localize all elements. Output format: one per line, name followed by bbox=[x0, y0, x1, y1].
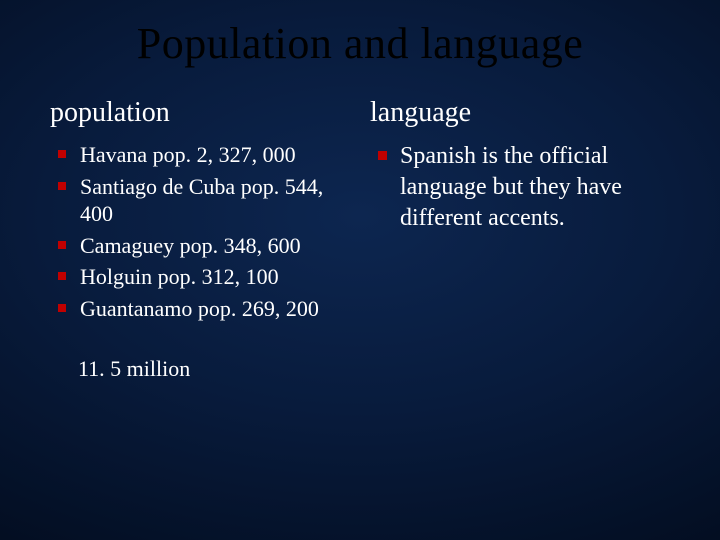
left-bullet-list: Havana pop. 2, 327, 000 Santiago de Cuba… bbox=[54, 141, 350, 322]
slide: Population and language population Havan… bbox=[0, 0, 720, 540]
list-item: Holguin pop. 312, 100 bbox=[54, 263, 350, 291]
left-footnote: 11. 5 million bbox=[78, 356, 350, 382]
list-item: Santiago de Cuba pop. 544, 400 bbox=[54, 173, 350, 228]
right-bullet-list: Spanish is the official language but the… bbox=[374, 141, 670, 235]
list-item: Camaguey pop. 348, 600 bbox=[54, 232, 350, 260]
list-item: Spanish is the official language but the… bbox=[374, 141, 670, 235]
slide-title: Population and language bbox=[50, 18, 670, 69]
left-column: population Havana pop. 2, 327, 000 Santi… bbox=[50, 97, 350, 382]
right-heading: language bbox=[370, 97, 670, 129]
list-item: Havana pop. 2, 327, 000 bbox=[54, 141, 350, 169]
left-heading: population bbox=[50, 97, 350, 129]
right-column: language Spanish is the official languag… bbox=[370, 97, 670, 382]
content-columns: population Havana pop. 2, 327, 000 Santi… bbox=[50, 97, 670, 382]
list-item: Guantanamo pop. 269, 200 bbox=[54, 295, 350, 323]
